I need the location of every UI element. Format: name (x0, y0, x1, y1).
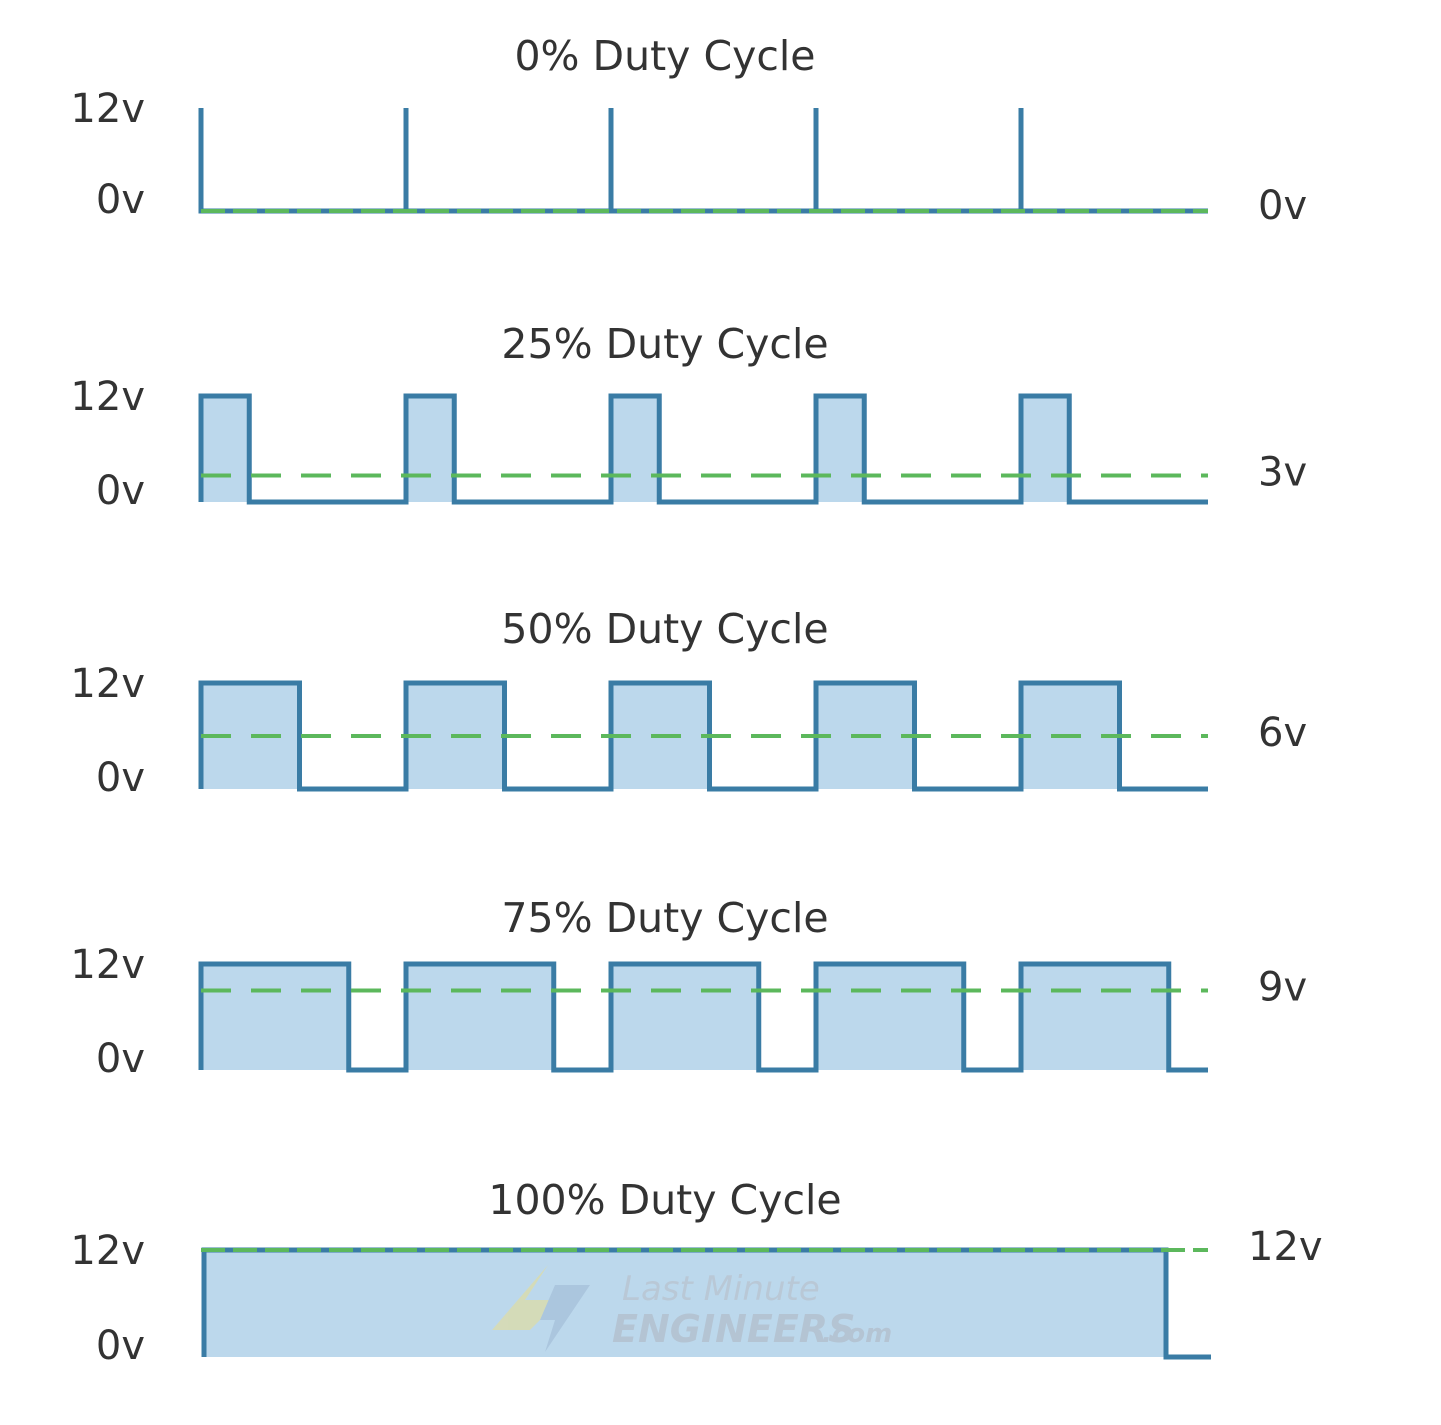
high-pulse-fill (201, 964, 349, 1070)
watermark-suffix: .com (822, 1319, 892, 1349)
pwm-signal-line (198, 393, 1208, 505)
y-low-label: 0v (96, 1323, 145, 1369)
high-pulse-fill (611, 964, 759, 1070)
pwm-signal-line (198, 108, 1208, 214)
average-voltage-label: 0v (1258, 183, 1307, 229)
panel-0-percent: 0% Duty Cycle 12v 0v 0v (70, 32, 1307, 229)
high-pulse-fill (201, 396, 250, 502)
panel-title: 25% Duty Cycle (501, 320, 828, 368)
high-pulse-fill (816, 964, 964, 1070)
watermark-line2: ENGINEERS (612, 1307, 855, 1351)
y-low-label: 0v (96, 755, 145, 801)
y-low-label: 0v (96, 468, 145, 514)
lightning-bolt-icon (492, 1265, 560, 1350)
panel-title: 0% Duty Cycle (514, 32, 815, 80)
average-voltage-label: 3v (1258, 450, 1307, 496)
average-voltage-label: 12v (1248, 1224, 1323, 1270)
pwm-signal-line (198, 961, 1208, 1073)
average-voltage-label: 9v (1258, 965, 1307, 1011)
y-high-label: 12v (70, 942, 145, 988)
panel-title: 50% Duty Cycle (501, 605, 828, 653)
high-pulse-fill (406, 964, 554, 1070)
panel-title: 75% Duty Cycle (501, 894, 828, 942)
panel-title: 100% Duty Cycle (488, 1176, 841, 1224)
y-high-label: 12v (70, 1228, 145, 1274)
high-pulse-fill (816, 396, 865, 502)
high-pulse-fill (611, 396, 660, 502)
y-high-label: 12v (70, 86, 145, 132)
high-pulse-fill (406, 396, 455, 502)
panel-25-percent: 25% Duty Cycle 12v 0v 3v (70, 320, 1307, 514)
high-pulse-fill (204, 1250, 1166, 1357)
average-voltage-label: 6v (1258, 710, 1307, 756)
y-high-label: 12v (70, 374, 145, 420)
panel-100-percent: 100% Duty Cycle 12v 0v 12v (70, 1176, 1322, 1369)
y-low-label: 0v (96, 1036, 145, 1082)
panel-75-percent: 75% Duty Cycle 12v 0v 9v (70, 894, 1307, 1082)
seven-shape-icon (540, 1285, 590, 1352)
high-pulse-fill (1021, 964, 1169, 1070)
high-pulse-fill (1021, 396, 1070, 502)
watermark-line1: Last Minute (622, 1269, 820, 1309)
y-high-label: 12v (70, 661, 145, 707)
pwm-signal-line (198, 680, 1208, 792)
panel-50-percent: 50% Duty Cycle 12v 0v 6v (70, 605, 1307, 801)
y-low-label: 0v (96, 177, 145, 223)
